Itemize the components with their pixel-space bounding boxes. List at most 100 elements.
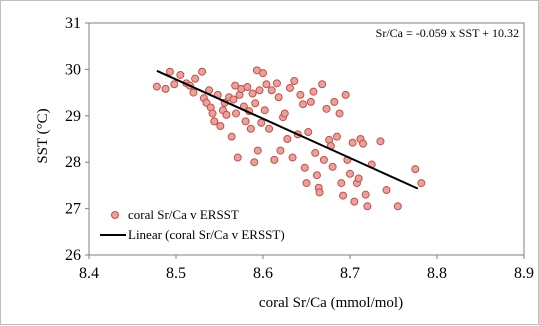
y-tick-label: 29: [65, 108, 81, 125]
data-point: [189, 88, 198, 97]
data-point: [300, 163, 309, 172]
data-point: [304, 128, 313, 137]
data-point: [359, 139, 368, 148]
data-point: [233, 153, 242, 162]
data-point: [257, 118, 266, 127]
data-point: [332, 132, 341, 141]
data-point: [270, 155, 279, 164]
data-point: [198, 67, 207, 76]
data-point: [363, 202, 372, 211]
data-point: [222, 110, 231, 119]
data-point: [170, 80, 179, 89]
data-point: [411, 165, 420, 174]
data-point: [276, 146, 285, 155]
data-point: [361, 190, 370, 199]
x-tick-label: 8.5: [166, 265, 186, 282]
data-point: [311, 148, 320, 157]
data-point: [161, 84, 170, 93]
data-point: [250, 158, 259, 167]
trend-line-group: [156, 69, 419, 190]
data-point: [259, 69, 267, 78]
data-point: [210, 117, 219, 126]
x-tick-label: 8.9: [514, 265, 534, 282]
data-point: [341, 90, 350, 99]
data-point: [348, 138, 357, 147]
x-axis: 8.4 8.5 8.6 8.7 8.8 8.9: [79, 255, 534, 282]
data-point: [267, 86, 276, 95]
data-points: [152, 66, 426, 211]
legend-marker-scatter: [111, 211, 119, 219]
y-tick-label: 31: [65, 15, 81, 32]
y-tick-label: 28: [65, 154, 81, 171]
y-axis: 26 27 28 29 30 31: [65, 15, 89, 264]
plot-area: [88, 22, 525, 256]
data-point: [335, 109, 344, 118]
data-point: [302, 179, 311, 188]
data-point: [290, 77, 299, 85]
data-point: [255, 86, 264, 95]
legend-label-scatter: coral Sr/Ca v ERSST: [128, 207, 239, 222]
data-point: [272, 79, 281, 88]
data-point: [253, 146, 262, 155]
x-tick-label: 8.7: [340, 265, 360, 282]
data-point: [280, 109, 289, 118]
legend-label-trend: Linear (coral Sr/Ca v ERSST): [128, 227, 285, 242]
data-point: [191, 74, 200, 83]
data-point: [241, 117, 250, 126]
trend-line: [156, 69, 419, 190]
data-point: [339, 191, 348, 200]
data-point: [322, 104, 331, 113]
y-tick-label: 30: [65, 61, 81, 78]
equation-annotation: Sr/Ca = -0.059 x SST + 10.32: [376, 26, 519, 40]
data-point: [246, 124, 255, 133]
data-point: [393, 202, 402, 211]
data-point: [231, 81, 240, 90]
data-point: [251, 99, 260, 108]
data-point: [165, 67, 174, 76]
data-point: [309, 87, 318, 96]
data-point: [283, 135, 292, 143]
data-point: [312, 171, 321, 180]
data-point: [299, 100, 308, 109]
data-point: [328, 162, 337, 171]
y-tick-label: 26: [65, 247, 81, 264]
data-point: [152, 82, 161, 91]
data-point: [248, 89, 257, 98]
data-point: [417, 179, 426, 188]
data-point: [330, 97, 339, 106]
data-point: [265, 124, 274, 133]
data-point: [229, 95, 238, 104]
data-point: [350, 197, 359, 206]
x-tick-label: 8.8: [427, 265, 447, 282]
data-point: [315, 188, 324, 197]
data-point: [319, 155, 328, 164]
data-point: [216, 122, 225, 131]
data-point: [232, 109, 241, 118]
plot-border: [88, 22, 525, 256]
x-tick-label: 8.6: [253, 265, 273, 282]
data-point: [274, 93, 283, 102]
data-point: [260, 106, 269, 115]
data-point: [306, 97, 315, 106]
data-point: [346, 169, 354, 178]
data-point: [227, 132, 236, 141]
y-axis-label: SST (°C): [35, 108, 51, 163]
data-point: [176, 70, 185, 79]
data-point: [337, 179, 346, 188]
data-point: [296, 90, 305, 99]
x-axis-label: coral Sr/Ca (mmol/mol): [259, 295, 403, 311]
x-tick-label: 8.4: [79, 265, 99, 282]
data-point: [262, 80, 271, 89]
y-tick-label: 27: [65, 201, 81, 218]
data-point: [382, 186, 391, 195]
data-point: [243, 83, 252, 92]
data-point: [318, 80, 327, 89]
data-point: [354, 174, 363, 183]
data-point: [288, 153, 297, 162]
data-point: [285, 83, 294, 92]
legend: coral Sr/Ca v ERSST Linear (coral Sr/Ca …: [100, 207, 285, 242]
data-point: [208, 109, 217, 118]
data-point: [376, 137, 385, 146]
